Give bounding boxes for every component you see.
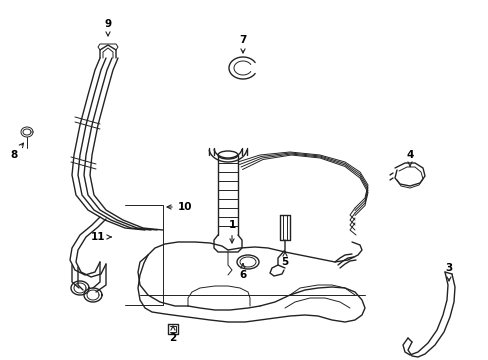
- Text: 3: 3: [445, 263, 452, 281]
- Text: 5: 5: [281, 251, 288, 267]
- Text: 11: 11: [91, 232, 111, 242]
- Text: 10: 10: [167, 202, 192, 212]
- Text: 6: 6: [239, 264, 246, 280]
- Text: 8: 8: [10, 143, 23, 160]
- Text: 7: 7: [239, 35, 246, 53]
- Text: 4: 4: [406, 150, 413, 166]
- Text: 9: 9: [104, 19, 111, 36]
- Text: 2: 2: [169, 326, 176, 343]
- Text: 1: 1: [228, 220, 235, 243]
